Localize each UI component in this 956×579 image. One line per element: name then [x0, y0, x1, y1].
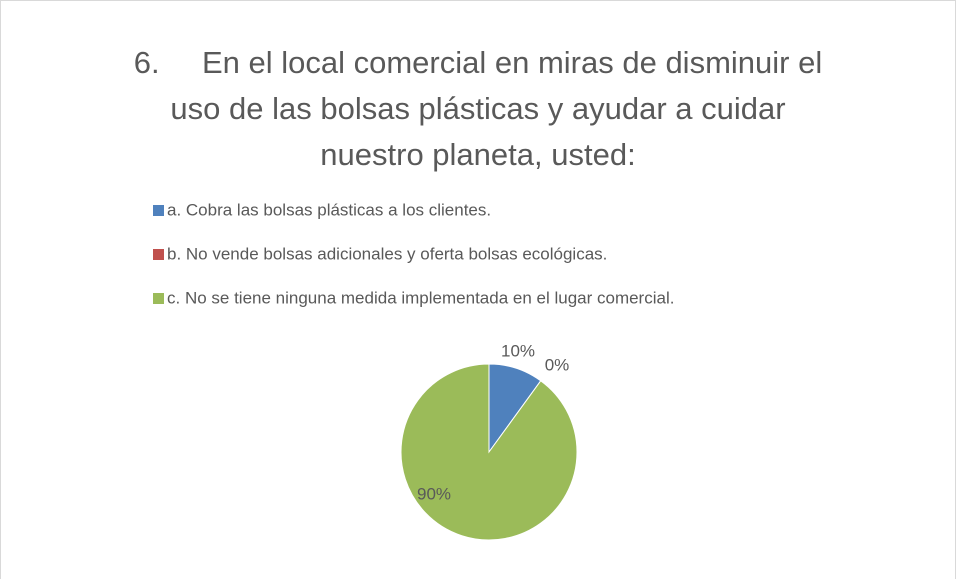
- legend-swatch: [153, 293, 164, 304]
- data-label: 90%: [417, 484, 451, 503]
- legend-swatch: [153, 205, 164, 216]
- legend-swatch: [153, 249, 164, 260]
- legend-label: c. No se tiene ninguna medida implementa…: [167, 288, 674, 307]
- data-label: 10%: [501, 341, 535, 360]
- legend-label: a. Cobra las bolsas plásticas a los clie…: [167, 200, 491, 219]
- chart-title: 6. En el local comercial en miras de dis…: [133, 45, 831, 172]
- pie-slice: [400, 363, 578, 541]
- legend-label: b. No vende bolsas adicionales y oferta …: [167, 244, 607, 263]
- data-label: 0%: [545, 355, 570, 374]
